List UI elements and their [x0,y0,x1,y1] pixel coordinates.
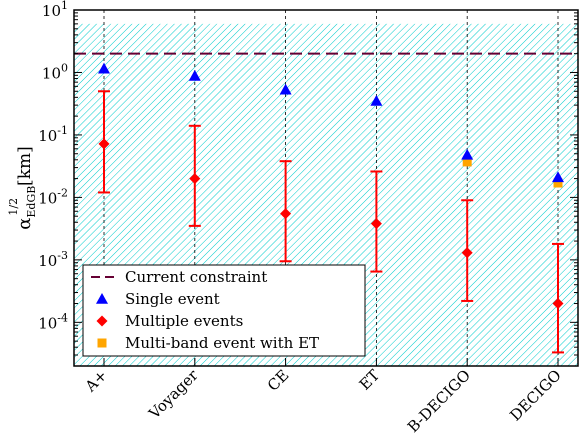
legend-label: Single event [125,290,220,308]
multiple-events-point [98,138,110,150]
svg-text:αEdGB1/2[km]: αEdGB 1/2 [km] [7,146,38,230]
x-axis: A+ Voyager CE ET B-DECIGO DECIGO [81,358,565,436]
plot-frame [73,9,579,367]
multiple-events-point [280,208,292,220]
single-event-point [188,69,201,81]
multi-band-point [553,178,563,188]
y-tick-label: 10-1 [38,124,68,145]
single-event-point [98,62,110,74]
y-axis-label: αEdGB 1/2 [km] [7,146,38,230]
multiple-events-point [461,247,473,259]
x-tick-label: CE [264,366,293,395]
legend-swatch [97,338,107,348]
y-tick-label: 10-2 [38,186,68,207]
x-tick-label: A+ [81,366,111,396]
multi-band-point [462,157,472,167]
y-tick-label: 10-3 [38,249,68,270]
single-event-point [552,171,564,183]
legend-swatch [96,315,108,327]
x-tick-label: B-DECIGO [404,366,474,436]
y-axis-label-superscript: 1/2 [7,198,20,216]
legend-label: Multi-band event with ET [125,334,319,352]
single-event-point [461,148,474,160]
legend-swatch [96,293,108,304]
single-event-point [279,83,292,95]
legend: Current constraint Single event Multiple e… [82,264,366,357]
y-tick-label: 101 [42,0,68,20]
multiple-events-point [189,173,201,185]
x-tick-label: Voyager [145,366,203,424]
x-tick-label: ET [356,366,384,394]
y-tick-label: 10-4 [38,311,68,332]
y-axis-label-symbol: α [14,218,35,230]
multiple-events-point [370,218,382,230]
y-tick-label: 100 [42,61,68,82]
legend-box [82,264,366,357]
single-event-point [370,94,383,106]
multiple-events-point [552,298,564,310]
y-axis-label-subscript: EdGB [25,186,38,218]
x-tick-label: DECIGO [506,366,564,424]
y-axis: 10-4 10-3 10-2 10-1 100 101 [38,0,578,367]
legend-label: Current constraint [125,268,267,286]
legend-label: Multiple events [125,312,243,330]
y-axis-label-unit: [km] [15,146,35,186]
